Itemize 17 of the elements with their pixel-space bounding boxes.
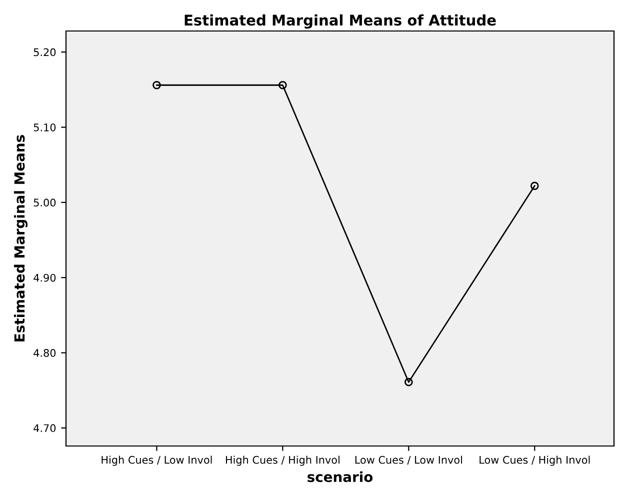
- y-tick-label: 5.10: [34, 123, 56, 132]
- y-tick-label: 4.90: [34, 274, 56, 282]
- point: [152, 80, 161, 90]
- y-axis-title: Estimated Marginal Means: [14, 135, 28, 342]
- y-tick-label: 5.00: [34, 198, 56, 207]
- chart-title: Estimated Marginal Means of Attitude: [184, 14, 496, 29]
- x-tick-label: High Cues / High Invol: [226, 456, 340, 466]
- y-tick-label: 4.70: [34, 424, 56, 432]
- point: [404, 378, 413, 386]
- point: [278, 80, 287, 90]
- point: [530, 182, 539, 190]
- x-tick-label: Low Cues / High Invol: [480, 456, 590, 466]
- x-axis-title: scenario: [308, 471, 373, 482]
- x-tick-label: Low Cues / Low Invol: [355, 456, 462, 465]
- y-tick-label: 5.20: [34, 48, 56, 56]
- y-tick-label: 4.80: [34, 349, 56, 357]
- x-tick-label: High Cues / Low Invol: [102, 456, 212, 466]
